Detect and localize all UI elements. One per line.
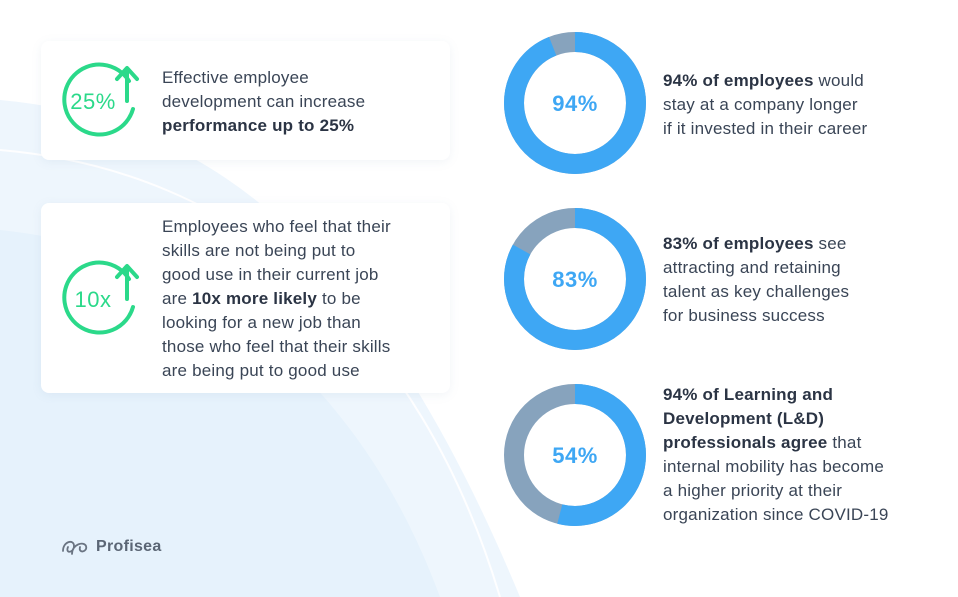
text-line: Development (L&D) bbox=[663, 409, 825, 428]
arrow-up-icon bbox=[115, 264, 139, 301]
arrow-up-icon bbox=[115, 66, 139, 103]
text-line: for business success bbox=[663, 306, 825, 325]
donut-arc bbox=[504, 32, 646, 174]
stat-text-94: 94% of employees would stay at a company… bbox=[663, 69, 867, 141]
badge-10x: 10x bbox=[55, 257, 145, 339]
stat-text-54: 94% of Learning and Development (L&D) pr… bbox=[663, 383, 889, 527]
stat-card-job-search: 10x Employees who feel that their skills… bbox=[41, 203, 450, 393]
logo-name: Profisea bbox=[96, 538, 162, 555]
badge-value: 25% bbox=[70, 89, 116, 114]
donut-label: 94% bbox=[552, 91, 598, 116]
text-line: development can increase bbox=[162, 92, 366, 111]
text-line: a higher priority at their bbox=[663, 481, 843, 500]
donut-arc bbox=[504, 384, 646, 526]
donut-chart-54 bbox=[504, 384, 646, 526]
card-text: Effective employee development can incre… bbox=[162, 66, 365, 138]
text-line: those who feel that their skills bbox=[162, 337, 391, 356]
text-line: attracting and retaining bbox=[663, 258, 841, 277]
donut-arc bbox=[504, 208, 646, 350]
donut-label: 83% bbox=[552, 267, 598, 292]
text-line: professionals agree that bbox=[663, 433, 862, 452]
text-line: organization since COVID-19 bbox=[663, 505, 889, 524]
badge-25: 25% bbox=[55, 59, 145, 141]
donut-label: 54% bbox=[552, 443, 598, 468]
text-line: 94% of employees would bbox=[663, 71, 864, 90]
text-line: if it invested in their career bbox=[663, 119, 868, 138]
text-line: good use in their current job bbox=[162, 265, 379, 284]
text-line: looking for a new job than bbox=[162, 313, 361, 332]
text-line: 94% of Learning and bbox=[663, 385, 834, 404]
circle-arrow-icon bbox=[62, 62, 135, 137]
profisea-logo-icon bbox=[62, 540, 88, 555]
text-line: Employees who feel that their bbox=[162, 217, 391, 236]
stat-text-83: 83% of employees see attracting and reta… bbox=[663, 232, 849, 328]
text-line: are 10x more likely to be bbox=[162, 289, 361, 308]
text-line: stay at a company longer bbox=[663, 95, 858, 114]
text-line: internal mobility has become bbox=[663, 457, 885, 476]
text-line: skills are not being put to bbox=[162, 241, 356, 260]
donut-chart-83 bbox=[504, 208, 646, 350]
profisea-logo: Profisea bbox=[60, 537, 162, 557]
text-line: 83% of employees see bbox=[663, 234, 847, 253]
donut-chart-94 bbox=[504, 32, 646, 174]
badge-value: 10x bbox=[74, 287, 112, 312]
text-line: Effective employee bbox=[162, 68, 309, 87]
card-text: Employees who feel that their skills are… bbox=[162, 215, 391, 383]
stat-card-performance: 25% Effective employee development can i… bbox=[41, 41, 450, 160]
circle-arrow-icon bbox=[62, 260, 135, 335]
text-line: are being put to good use bbox=[162, 361, 360, 380]
text-line: performance up to 25% bbox=[162, 116, 355, 135]
text-line: talent as key challenges bbox=[663, 282, 850, 301]
